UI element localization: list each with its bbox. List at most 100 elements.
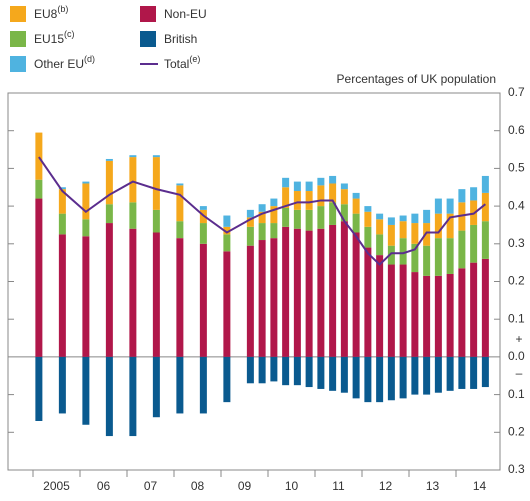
bar-segment	[446, 273, 454, 357]
bar-segment	[105, 158, 113, 161]
bar-segment	[129, 228, 137, 357]
bar-segment	[434, 275, 442, 357]
bar-segment	[376, 213, 384, 220]
bar-segment	[270, 223, 278, 239]
bar-segment	[458, 268, 466, 357]
bar-segment	[340, 204, 348, 222]
bar-segment	[176, 183, 184, 186]
bar-segment	[305, 209, 313, 231]
bar-segment	[317, 228, 325, 357]
bar-segment	[282, 226, 290, 357]
x-tick-label: 09	[238, 479, 252, 493]
bar-segment	[411, 356, 419, 395]
bar-segment	[352, 356, 360, 399]
bar-segment	[458, 189, 466, 203]
bar-segment	[329, 202, 337, 225]
bar-segment	[105, 223, 113, 357]
bar-segment	[470, 224, 478, 263]
bar-segment	[340, 221, 348, 357]
bar-segment	[35, 356, 43, 421]
legend-swatch	[140, 6, 156, 22]
legend-label: British	[164, 32, 197, 46]
bar-segment	[293, 228, 301, 357]
bar-segment	[258, 356, 266, 384]
bar-segment	[481, 221, 489, 259]
bar-segment	[35, 198, 43, 357]
plus-sign: +	[515, 332, 522, 346]
bar-segment	[352, 232, 360, 357]
bar-segment	[105, 160, 113, 205]
bar-segment	[152, 356, 160, 418]
x-tick-label: 12	[379, 479, 393, 493]
bar-segment	[446, 238, 454, 274]
bar-segment	[282, 187, 290, 208]
bar-segment	[317, 185, 325, 207]
bar-segment	[176, 185, 184, 222]
bar-segment	[199, 243, 207, 357]
y-tick-label: 0.5	[508, 161, 525, 175]
legend-swatch	[10, 6, 26, 22]
bar-segment	[411, 223, 419, 244]
bar-segment	[399, 221, 407, 239]
bar-segment	[305, 230, 313, 357]
bar-segment	[352, 192, 360, 199]
bar-segment	[470, 262, 478, 357]
x-tick-label: 10	[285, 479, 299, 493]
bar-segment	[329, 356, 337, 391]
bar-segment	[364, 206, 372, 212]
x-tick-label: 06	[97, 479, 111, 493]
bar-segment	[340, 189, 348, 205]
bar-segment	[364, 356, 372, 403]
bar-segment	[82, 236, 90, 357]
bar-segment	[446, 213, 454, 239]
bar-segment	[376, 356, 384, 403]
bar-segment	[223, 234, 231, 252]
bar-segment	[317, 177, 325, 186]
bar-segment	[481, 356, 489, 388]
y-tick-label: 0.6	[508, 123, 525, 137]
bar-segment	[270, 198, 278, 207]
bar-segment	[376, 255, 384, 357]
bar-segment	[458, 230, 466, 269]
bar-segment	[58, 189, 66, 214]
y-tick-label: 0.0	[508, 349, 525, 363]
bar-segment	[364, 211, 372, 227]
bar-segment	[293, 356, 301, 386]
bar-segment	[105, 204, 113, 224]
bar-segment	[387, 217, 395, 225]
bar-segment	[152, 157, 160, 210]
bar-segment	[411, 272, 419, 357]
bar-segment	[352, 213, 360, 233]
bar-segment	[481, 258, 489, 357]
y-tick-label: 0.3	[508, 462, 525, 476]
bar-segment	[246, 226, 254, 246]
bar-segment	[399, 238, 407, 265]
bar-segment	[270, 356, 278, 382]
bar-segment	[35, 132, 43, 180]
bar-segment	[399, 215, 407, 222]
bar-segment	[293, 181, 301, 192]
bar-segment	[329, 175, 337, 184]
bar-segment	[470, 187, 478, 201]
bar-segment	[387, 264, 395, 357]
bar-segment	[246, 356, 254, 384]
bar-segment	[58, 213, 66, 235]
bar-segment	[223, 251, 231, 357]
x-tick-label: 07	[144, 479, 158, 493]
bar-segment	[293, 209, 301, 229]
bar-segment	[423, 245, 431, 276]
bar-segment	[376, 234, 384, 256]
bar-segment	[176, 221, 184, 239]
bar-segment	[446, 198, 454, 214]
y-tick-label: 0.7	[508, 85, 525, 99]
bar-segment	[258, 223, 266, 241]
bar-segment	[470, 356, 478, 389]
bar-segment	[376, 219, 384, 235]
bar-segment	[82, 356, 90, 425]
x-tick-label: 2005	[43, 479, 70, 493]
bar-segment	[35, 179, 43, 199]
minus-sign: –	[516, 366, 523, 380]
y-tick-label: 0.3	[508, 236, 525, 250]
bar-segment	[270, 238, 278, 357]
